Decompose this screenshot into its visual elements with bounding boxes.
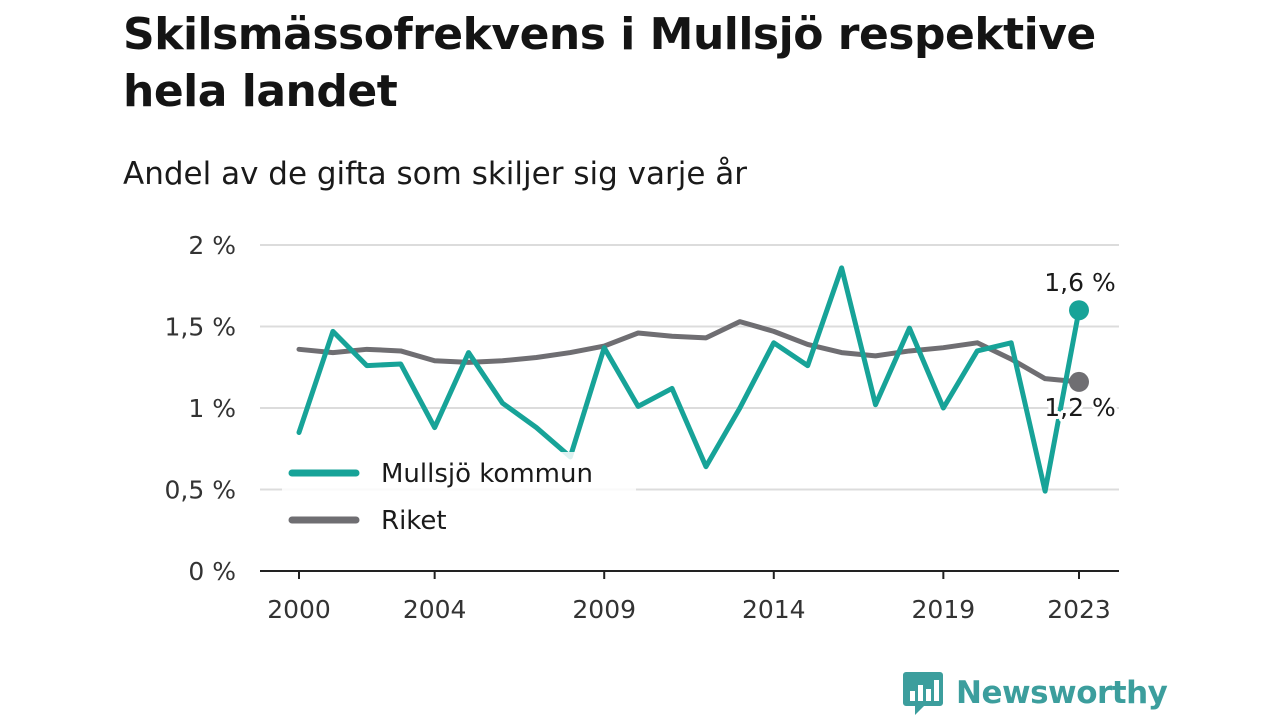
end-label-mullsj-kommun: 1,6 % <box>1044 268 1115 297</box>
y-tick-label: 0 % <box>188 557 236 586</box>
x-tick-label: 2004 <box>403 595 467 624</box>
y-tick-label: 1 % <box>188 394 236 423</box>
x-tick-label: 2000 <box>267 595 331 624</box>
end-labels: 1,6 % 1,2 % <box>1041 265 1118 425</box>
chart-subtitle: Andel av de gifta som skiljer sig varje … <box>123 156 747 192</box>
x-tick-label: 2019 <box>912 595 976 624</box>
legend-label-riket: Riket <box>381 506 447 536</box>
legend-label-mullsj-kommun: Mullsjö kommun <box>381 459 593 489</box>
y-axis: 0 % 0,5 % 1 % 1,5 % 2 % <box>165 231 236 586</box>
newsworthy-logo-icon <box>903 672 943 715</box>
brand-name: Newsworthy <box>956 675 1168 711</box>
y-tick-label: 0,5 % <box>165 476 236 505</box>
x-axis: 2000 2004 2009 2014 2019 2023 <box>260 570 1119 624</box>
end-label-riket: 1,2 % <box>1044 393 1115 422</box>
end-marker-riket <box>1069 371 1089 392</box>
newsworthy-logo: Newsworthy <box>902 670 1168 716</box>
y-tick-label: 1,5 % <box>165 313 236 342</box>
x-tick-label: 2009 <box>572 595 636 624</box>
series-line-mullsj-kommun <box>296 265 1082 494</box>
x-tick-label: 2014 <box>742 595 806 624</box>
x-tick-label: 2023 <box>1047 595 1111 624</box>
end-marker-mullsj-kommun <box>1069 300 1089 321</box>
series-line-riket <box>296 319 1082 385</box>
y-tick-label: 2 % <box>188 231 236 260</box>
legend: Mullsjö kommun Riket <box>282 452 636 536</box>
chart-title: Skilsmässofrekvens i Mullsjö respektive … <box>123 9 1096 117</box>
series-lines <box>296 265 1082 494</box>
